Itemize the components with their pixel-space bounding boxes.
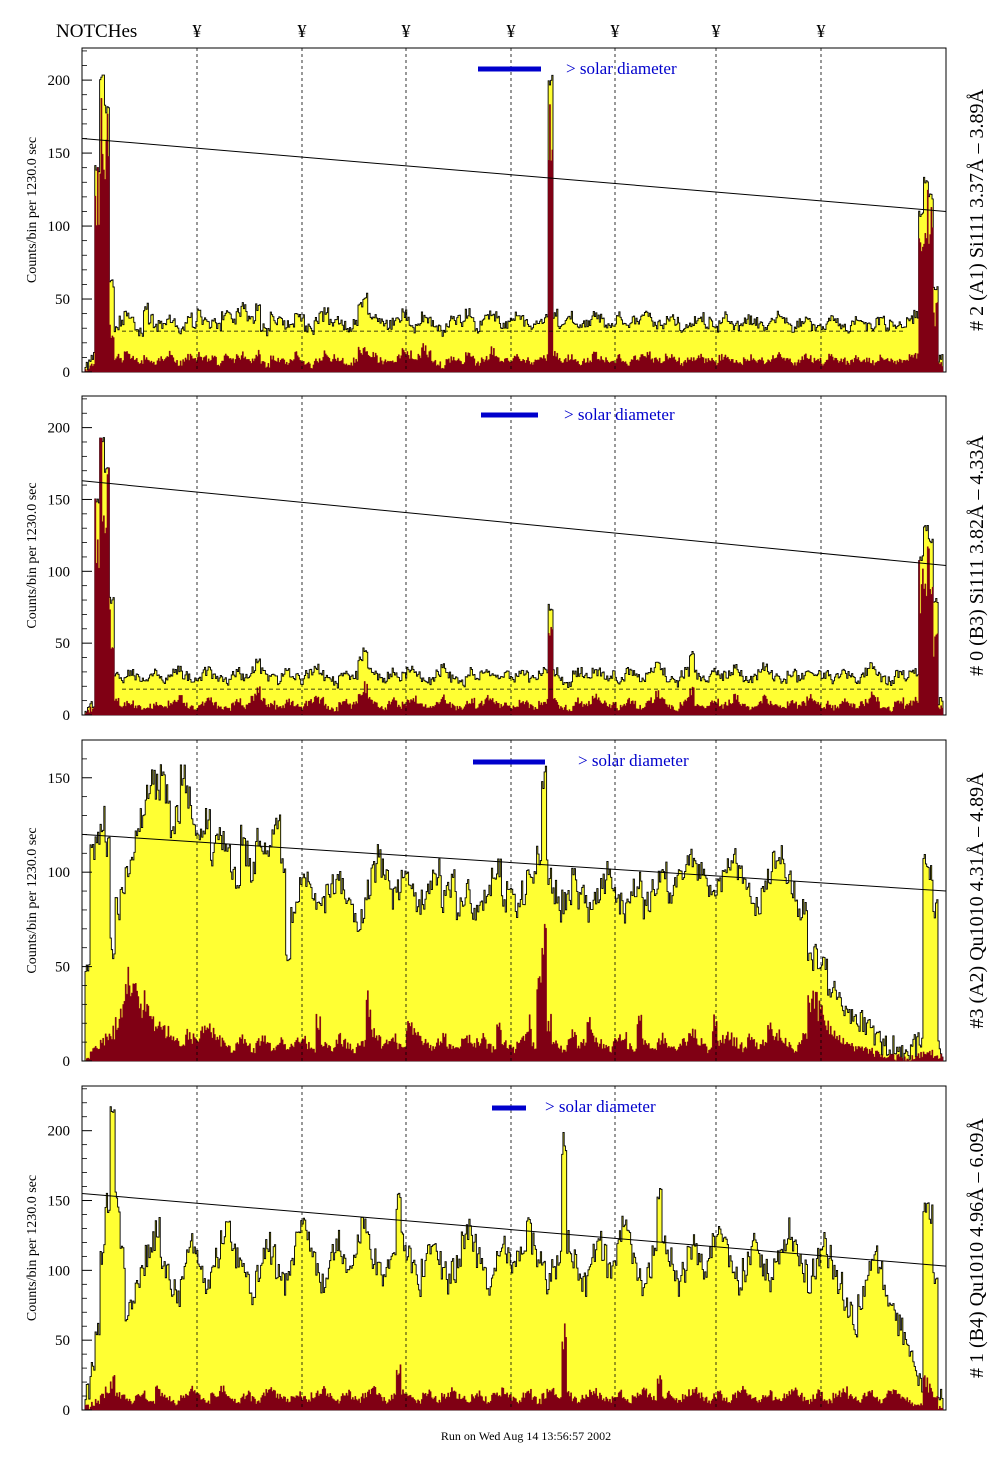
notch-symbol-5: ¥ — [611, 21, 620, 41]
notch-header: NOTCHes ¥ ¥ ¥ ¥ ¥ ¥ ¥ — [56, 21, 826, 42]
y-axis: 0 50 100 150 200 — [48, 50, 92, 381]
panel-title: # 2 (A1) Si111 3.37Å – 3.89Å — [966, 89, 988, 331]
y-tick-label: 200 — [48, 73, 71, 89]
panel-p2: 0 50 100 150 Counts/bin per 1230.0 sec #3 (A2… — [25, 739, 988, 1070]
trend-line — [81, 480, 947, 567]
trend-line — [81, 137, 947, 212]
total-counts-series — [84, 74, 944, 373]
plot-frame — [81, 395, 947, 716]
notches-label: NOTCHes — [56, 21, 137, 42]
y-tick-label: 150 — [48, 146, 71, 162]
y-tick-label: 100 — [48, 219, 71, 235]
panel-title: # 0 (B3) Si111 3.82Å – 4.33Å — [966, 435, 988, 676]
y-tick-label: 0 — [63, 365, 71, 381]
histogram — [84, 437, 944, 716]
y-tick-label: 100 — [48, 865, 71, 881]
total-counts-series — [84, 437, 944, 716]
sub-counts-series — [84, 437, 944, 716]
y-tick-label: 0 — [63, 1403, 71, 1419]
total-counts-series — [84, 764, 944, 1062]
y-axis: 0 50 100 150 — [48, 739, 92, 1070]
notch-symbol-1: ¥ — [193, 21, 202, 41]
solar-diameter-label: > solar diameter — [566, 59, 677, 78]
panel-title: # 1 (B4) Qu1010 4.96Å – 6.09Å — [966, 1117, 988, 1378]
notch-symbol-2: ¥ — [298, 21, 307, 41]
panel-p3: 0 50 100 150 200 Counts/bin per 1230.0 sec # 1… — [25, 1085, 988, 1419]
sub-counts-series — [84, 98, 944, 373]
y-tick-label: 50 — [55, 292, 70, 308]
histogram — [84, 74, 944, 373]
y-tick-label: 50 — [55, 1333, 70, 1349]
y-tick-label: 200 — [48, 421, 71, 437]
y-tick-label: 100 — [48, 1263, 71, 1279]
y-axis-label: Counts/bin per 1230.0 sec — [25, 482, 40, 628]
solar-diameter-label: > solar diameter — [578, 751, 689, 770]
y-tick-label: 100 — [48, 564, 71, 580]
y-tick-label: 50 — [55, 960, 70, 976]
y-axis-label: Counts/bin per 1230.0 sec — [25, 827, 40, 973]
panel-p0: 0 50 100 150 200 Counts/bin per 1230.0 sec # 2… — [25, 47, 988, 381]
y-tick-label: 0 — [63, 708, 71, 724]
run-timestamp: Run on Wed Aug 14 13:56:57 2002 — [441, 1429, 611, 1443]
notch-symbol-6: ¥ — [712, 21, 721, 41]
y-tick-label: 150 — [48, 492, 71, 508]
notch-symbol-3: ¥ — [402, 21, 411, 41]
y-axis-label: Counts/bin per 1230.0 sec — [25, 137, 40, 283]
y-axis-label: Counts/bin per 1230.0 sec — [25, 1175, 40, 1321]
notch-symbol-4: ¥ — [507, 21, 516, 41]
notch-symbols: ¥ ¥ ¥ ¥ ¥ ¥ ¥ — [193, 21, 826, 41]
panel-p1: 0 50 100 150 200 Counts/bin per 1230.0 sec # 0… — [25, 395, 988, 724]
panel-title: #3 (A2) Qu1010 4.31Å – 4.89Å — [966, 772, 988, 1029]
solar-diameter-label: > solar diameter — [545, 1097, 656, 1116]
y-axis: 0 50 100 150 200 — [48, 1088, 92, 1419]
panels: 0 50 100 150 200 Counts/bin per 1230.0 sec # 2… — [25, 47, 988, 1419]
notch-symbol-7: ¥ — [817, 21, 826, 41]
footer: Run on Wed Aug 14 13:56:57 2002 — [441, 1429, 611, 1443]
trend-line — [81, 833, 947, 892]
y-tick-label: 200 — [48, 1124, 71, 1140]
histogram — [84, 764, 944, 1062]
y-tick-label: 150 — [48, 771, 71, 787]
trend-line — [81, 1193, 947, 1267]
y-axis: 0 50 100 150 200 — [48, 398, 92, 724]
y-tick-label: 150 — [48, 1194, 71, 1210]
y-tick-label: 50 — [55, 636, 70, 652]
y-tick-label: 0 — [63, 1054, 71, 1070]
solar-diameter-label: > solar diameter — [564, 405, 675, 424]
sub-counts-series — [84, 923, 944, 1062]
sub-counts-series — [84, 1323, 944, 1411]
